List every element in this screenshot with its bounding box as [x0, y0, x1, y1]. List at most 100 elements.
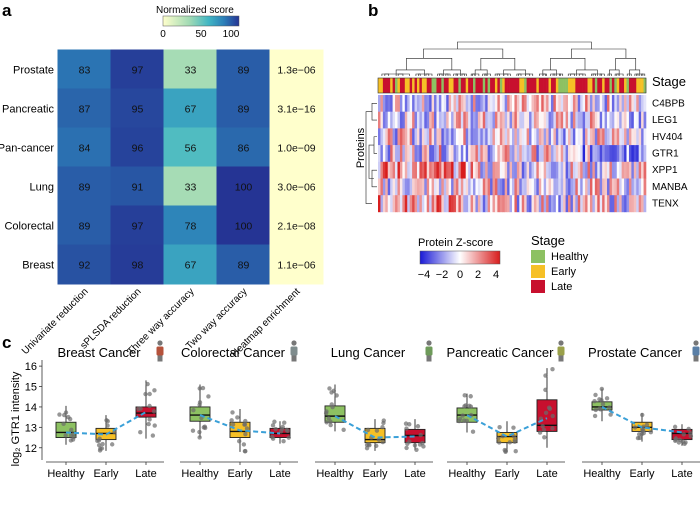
x-tick-label: Late: [135, 468, 156, 480]
zscore-cell: [492, 128, 496, 146]
zscore-cell: [390, 178, 393, 196]
zscore-cell: [404, 161, 408, 179]
zscore-cell: [543, 145, 547, 163]
zscore-cell: [589, 111, 593, 129]
zscore-cell: [497, 111, 501, 129]
zscore-cell: [633, 145, 637, 163]
zscore-cell: [524, 195, 527, 213]
zscore-cell: [638, 111, 642, 129]
data-point: [682, 441, 687, 447]
zscore-cell: [541, 145, 544, 163]
data-point: [286, 435, 291, 440]
zscore-cell: [409, 95, 413, 112]
zscore-cell: [490, 195, 493, 213]
row-dendrogram-branch: [371, 103, 377, 121]
zscore-cell: [399, 178, 403, 196]
data-point: [639, 431, 644, 437]
zscore-cell: [592, 178, 596, 196]
data-point: [327, 386, 332, 391]
stage-annotation-cell: [443, 78, 447, 93]
zscore-cell: [470, 161, 474, 179]
data-point: [686, 426, 691, 432]
data-point: [420, 440, 425, 446]
zscore-cell: [512, 111, 515, 129]
data-point: [241, 442, 247, 447]
icon-head: [693, 340, 699, 346]
data-point: [412, 443, 418, 448]
stage-annotation-cell: [494, 78, 498, 93]
zscore-cell: [624, 111, 627, 129]
zscore-cell: [387, 195, 391, 213]
zscore-cell: [448, 128, 452, 146]
zscore-cell: [477, 161, 481, 179]
zscore-cell: [533, 145, 537, 163]
zscore-cell: [538, 95, 542, 112]
zscore-cell: [577, 95, 581, 112]
score-cell-label: 89: [79, 182, 91, 194]
dendrogram-branch: [576, 69, 598, 76]
zscore-cell: [494, 178, 498, 196]
zscore-cell: [641, 161, 644, 179]
zscore-cell: [609, 178, 613, 196]
zscore-cell: [502, 145, 505, 163]
data-point: [105, 423, 110, 428]
zscore-cell: [597, 178, 601, 196]
zscore-cell: [419, 178, 423, 196]
zscore-cell: [526, 95, 530, 112]
stage-annotation-cell: [619, 78, 622, 93]
zscore-cell: [641, 128, 644, 146]
dendrogram-branch: [453, 73, 458, 76]
data-point: [414, 447, 419, 452]
colorbar-a-tick-100: 100: [223, 29, 240, 40]
zscore-cell: [558, 195, 562, 213]
zscore-cell: [480, 111, 484, 129]
zscore-cell: [550, 95, 554, 112]
zscore-cell: [392, 95, 396, 112]
data-point: [540, 423, 545, 429]
zscore-cell: [507, 111, 510, 129]
trend-line: [334, 415, 416, 439]
zscore-cell: [380, 161, 384, 179]
zscore-cell: [555, 145, 559, 163]
x-tick-label: Late: [269, 468, 290, 480]
zscore-cell: [480, 195, 484, 213]
zscore-cell: [443, 95, 447, 112]
stage-annotation-cell: [387, 78, 391, 93]
zscore-cell: [497, 145, 501, 163]
zscore-cell: [597, 111, 601, 129]
zscore-cell: [473, 111, 476, 129]
zscore-cell: [473, 145, 476, 163]
zscore-cell: [641, 111, 644, 129]
zscore-cell: [434, 128, 437, 146]
zscore-cell: [387, 161, 391, 179]
zscore-cell: [509, 95, 513, 112]
stage-annotation-cell: [641, 78, 644, 93]
zscore-cell: [468, 195, 471, 213]
score-cell: [216, 244, 271, 285]
data-point: [364, 445, 370, 451]
zscore-cell: [512, 195, 515, 213]
zscore-cell: [582, 195, 586, 213]
zscore-cell: [597, 145, 601, 163]
zscore-cell: [624, 161, 627, 179]
zscore-cell: [519, 178, 523, 196]
protein-label: HV404: [652, 132, 683, 143]
zscore-cell: [485, 145, 488, 163]
zscore-cell: [494, 128, 498, 146]
zscore-cell: [585, 195, 588, 213]
data-point: [243, 432, 248, 437]
zscore-cell: [499, 145, 503, 163]
stage-annotation-cell: [524, 78, 527, 93]
stage-annotation-cell: [473, 78, 476, 93]
data-point: [331, 388, 336, 394]
zscore-cell: [628, 161, 632, 179]
zscore-cell: [414, 95, 418, 112]
zscore-cell: [460, 178, 464, 196]
zscore-cell: [548, 111, 552, 129]
stage-annotation-cell: [582, 78, 586, 93]
zscore-cell: [426, 178, 430, 196]
zscore-cell: [572, 161, 576, 179]
stage-annotation-cell: [548, 78, 552, 93]
zscore-cell: [516, 178, 520, 196]
zscore-cell: [626, 111, 630, 129]
